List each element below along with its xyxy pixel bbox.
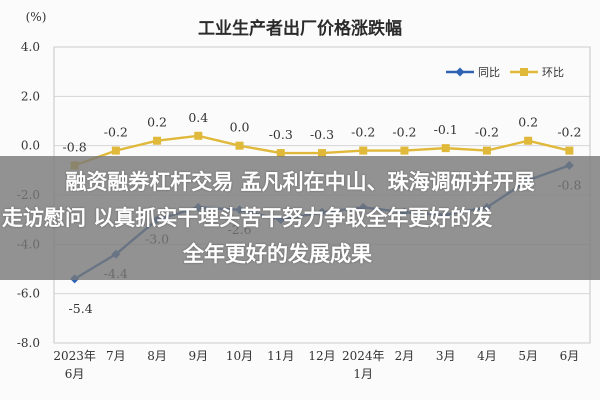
series-2-point <box>482 146 491 155</box>
banner-line-1: 融资融券杠杆交易 孟凡利在中山、珠海调研并开展 <box>65 170 535 194</box>
x-tick-label: 2024年 <box>342 349 385 363</box>
data-label: -0.2 <box>392 125 416 140</box>
y-tick-label: -8.0 <box>17 336 40 350</box>
series-2-point <box>111 146 120 155</box>
data-label: -0.3 <box>269 127 293 142</box>
series-2-point <box>235 141 244 150</box>
x-tick-label: 3月 <box>436 349 456 363</box>
series-2-point <box>565 146 574 155</box>
x-tick-label: 9月 <box>188 349 208 363</box>
banner-line-3: 全年更好的发展成果 <box>183 242 372 266</box>
legend-marker <box>520 68 528 76</box>
data-label: 0.0 <box>230 120 250 135</box>
data-label: -0.8 <box>63 139 87 154</box>
x-tick-label: 1月 <box>353 367 373 381</box>
data-label: 0.2 <box>518 115 538 130</box>
x-tick-label: 2月 <box>395 349 415 363</box>
series-2-point <box>524 136 533 145</box>
y-tick-label: 2.0 <box>21 89 40 103</box>
x-tick-label: 7月 <box>106 349 126 363</box>
x-tick-label: 10月 <box>226 349 253 363</box>
data-label: -0.2 <box>351 125 375 140</box>
data-label: -0.2 <box>475 125 499 140</box>
x-tick-label: 4月 <box>477 349 497 363</box>
data-label: 0.2 <box>147 115 167 130</box>
legend-label: 同比 <box>478 66 500 79</box>
series-2-point <box>359 146 368 155</box>
series-2-point <box>276 149 285 158</box>
y-tick-label: -6.0 <box>17 287 40 301</box>
series-2-point <box>318 149 326 158</box>
x-tick-label: 2023年 <box>53 349 96 363</box>
legend-label: 环比 <box>542 66 564 79</box>
data-label: -0.1 <box>434 122 458 137</box>
chart-title: 工业生产者出厂价格涨跌幅 <box>198 18 402 39</box>
x-tick-label: 6月 <box>560 349 580 363</box>
data-label: -0.2 <box>104 125 128 140</box>
x-tick-label: 12月 <box>308 349 335 363</box>
series-2-point <box>194 131 203 140</box>
x-tick-label: 11月 <box>267 349 294 363</box>
data-label: -0.3 <box>310 127 334 142</box>
y-axis-unit-label: (%) <box>26 10 47 24</box>
y-tick-label: 4.0 <box>21 40 40 54</box>
y-tick-label: 0.0 <box>21 139 40 153</box>
x-tick-label: 6月 <box>65 367 85 381</box>
data-label: 0.4 <box>188 110 208 125</box>
legend-marker <box>455 67 465 77</box>
banner-line-2: 走访慰问 以真抓实干埋头苦干努力争取全年更好的发 <box>2 206 493 230</box>
x-tick-label: 5月 <box>518 349 538 363</box>
series-2-point <box>153 136 162 145</box>
data-label: -5.4 <box>69 301 93 316</box>
series-2-point <box>441 144 450 153</box>
data-label: -0.2 <box>557 125 581 140</box>
series-2-point <box>400 146 409 155</box>
overlay-news-banner[interactable]: 融资融券杠杆交易 孟凡利在中山、珠海调研并开展 走访慰问 以真抓实干埋头苦干努力… <box>0 156 600 280</box>
x-tick-label: 8月 <box>147 349 167 363</box>
